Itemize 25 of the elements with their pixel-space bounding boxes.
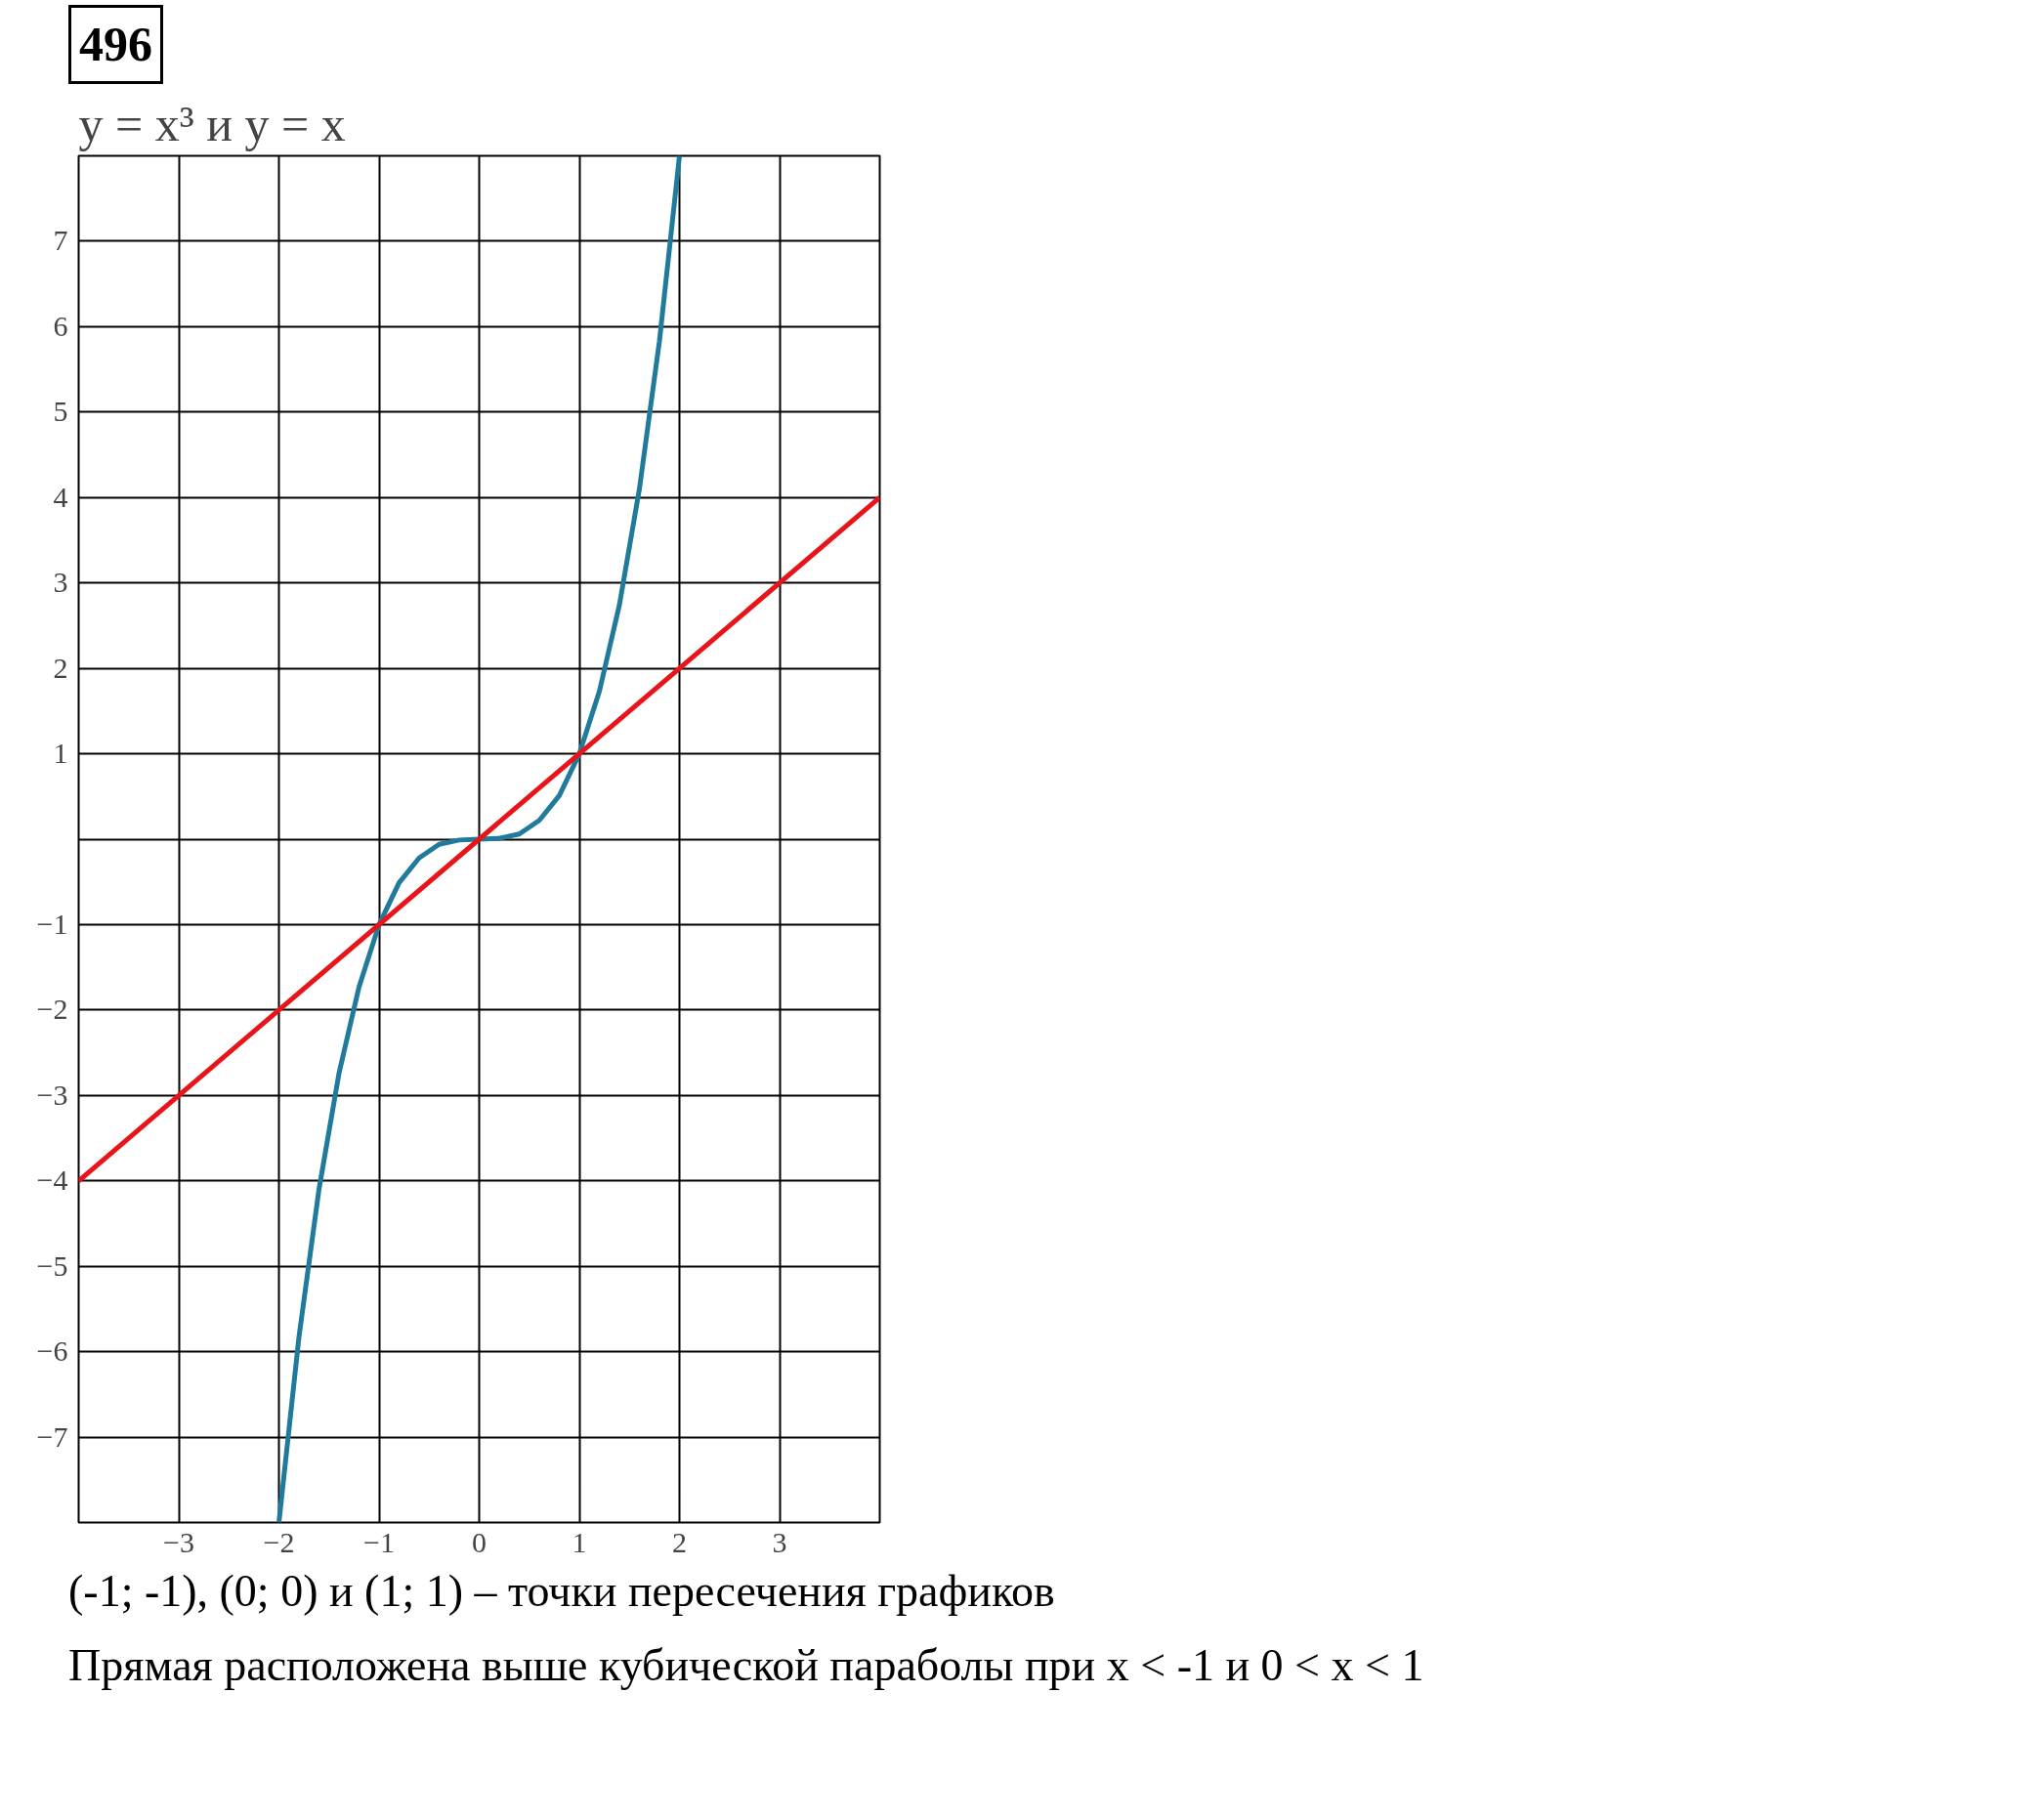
y-tick-label: 1 — [53, 737, 68, 770]
y-tick-label: −3 — [36, 1079, 68, 1112]
text: (-1; -1), (0; 0) и (1; 1) – точки пересечения графиков — [68, 1565, 1055, 1619]
x-tick-label: 0 — [472, 1525, 487, 1558]
x-tick-label: −1 — [363, 1525, 395, 1558]
x-tick-label: −3 — [163, 1525, 194, 1558]
y-tick-label: 2 — [53, 652, 68, 685]
y-tick-label: 5 — [53, 395, 68, 428]
y-tick-label: 3 — [53, 566, 68, 599]
chart-title: y = x³ и y = x — [78, 96, 346, 151]
y-tick-label: 7 — [53, 224, 68, 257]
y-tick-label: −1 — [36, 908, 68, 941]
y-tick-label: −6 — [36, 1334, 68, 1368]
text: 496 — [79, 16, 152, 73]
x-tick-label: 1 — [572, 1525, 587, 1558]
x-tick-label: 2 — [672, 1525, 687, 1558]
y-tick-label: −5 — [36, 1249, 68, 1283]
y-tick-label: 6 — [53, 310, 68, 343]
x-tick-label: −2 — [263, 1525, 295, 1558]
y-tick-label: −7 — [36, 1419, 68, 1453]
x-tick-label: 3 — [772, 1525, 787, 1558]
text: Прямая расположена выше кубической параболы при x < -1 и 0 < x < 1 — [68, 1639, 1424, 1693]
y-tick-label: −2 — [36, 993, 68, 1026]
y-tick-label: 4 — [53, 481, 68, 514]
y-tick-label: −4 — [36, 1164, 68, 1197]
